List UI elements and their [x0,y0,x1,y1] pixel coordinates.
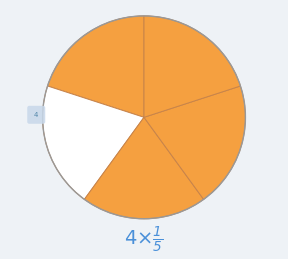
Text: 4: 4 [34,112,38,118]
Text: $4{\times}\mathregular{\frac{1}{5}}$: $4{\times}\mathregular{\frac{1}{5}}$ [124,225,164,255]
Wedge shape [144,16,240,117]
Wedge shape [43,86,144,199]
FancyBboxPatch shape [27,106,45,124]
Wedge shape [84,117,204,219]
Wedge shape [48,16,144,117]
Wedge shape [144,86,245,199]
